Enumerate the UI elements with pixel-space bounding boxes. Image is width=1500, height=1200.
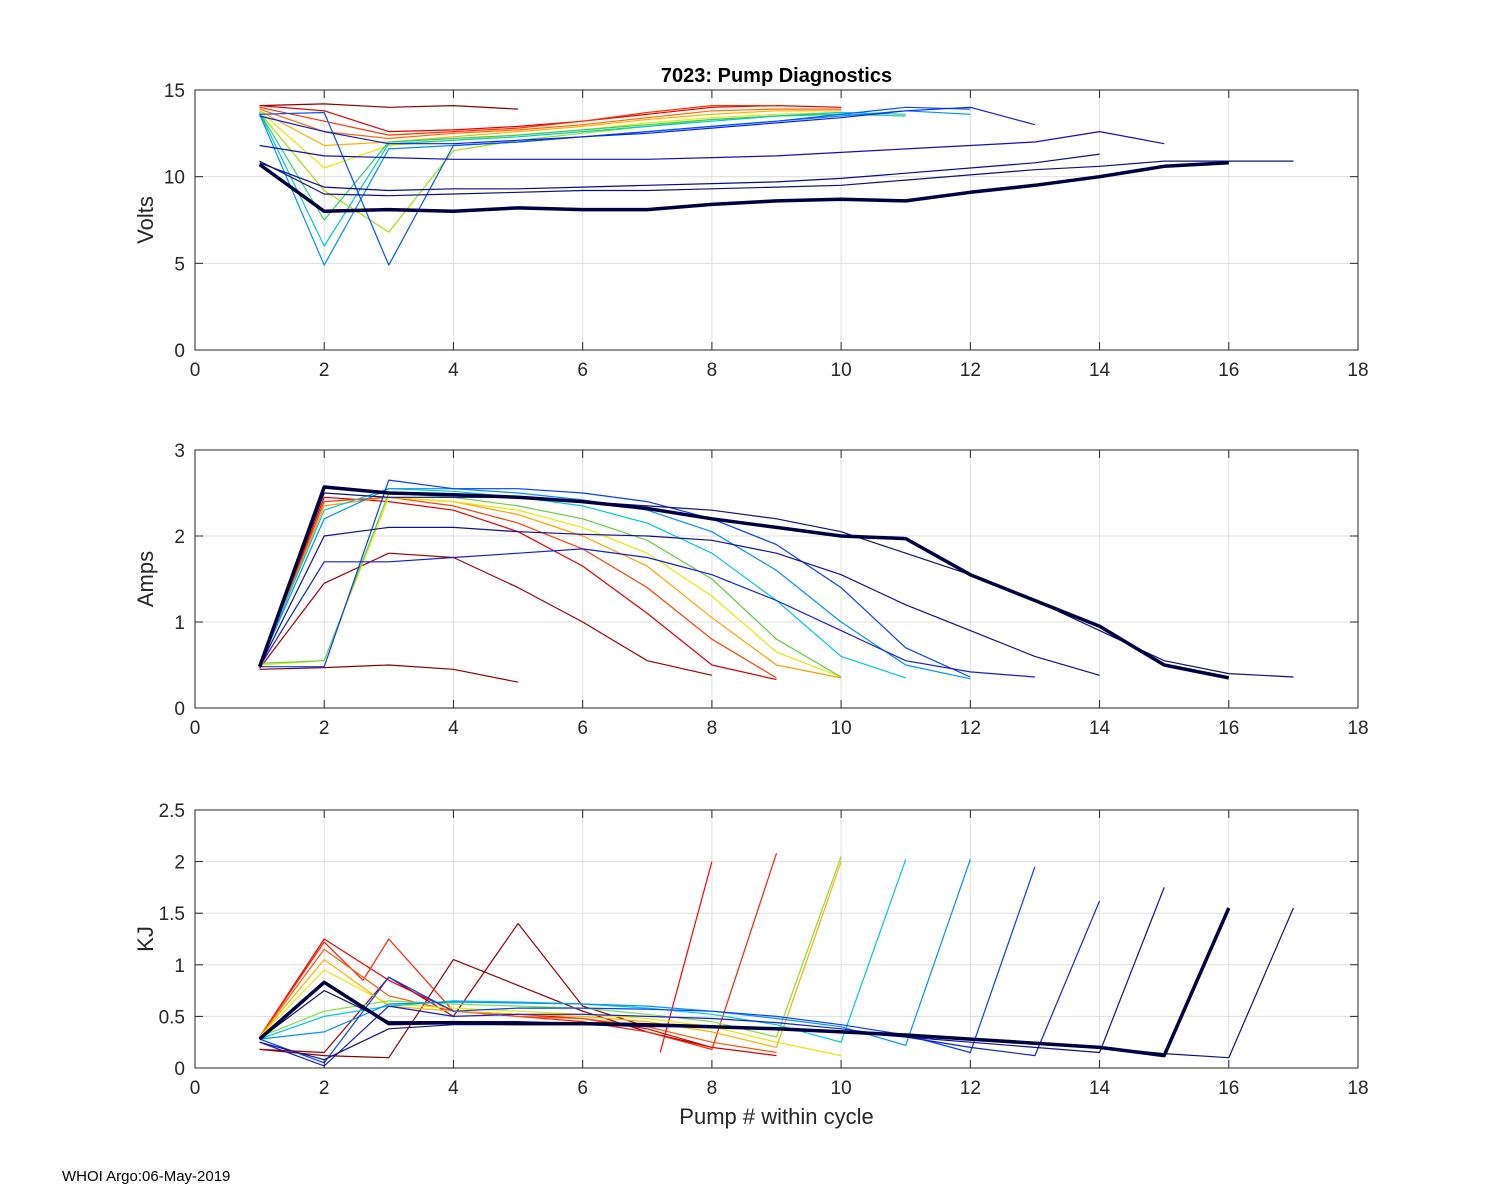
y-tick-label: 2 [174,527,185,548]
x-tick-label: 4 [448,1078,459,1099]
x-tick-label: 16 [1218,1078,1239,1099]
series-line-mid-1 [259,110,842,147]
panel-volts: 0 2 4 6 8 10 12 14 16 18 0 5 10 15 Volts 7023: Pump Dia… [133,65,1369,381]
footer-credit: WHOI Argo:06-May-2019 [62,1168,231,1185]
series-line-mid-2 [259,496,842,678]
series-line-last-bold [258,161,1229,214]
series-line-mid-3 [259,492,842,678]
x-axis-label: Pump # within cycle [679,1104,873,1129]
series-line-early-2 [259,552,713,676]
plot-area [195,90,1358,350]
y-tick-label: 1 [174,956,185,977]
x-tick-label: 10 [831,718,852,739]
y-tick-label: 1 [174,613,185,634]
y-tick-label: 3 [174,441,185,462]
y-axis-label: KJ [133,926,158,952]
x-tick-label: 12 [960,1078,981,1099]
x-tick-label: 2 [319,360,330,381]
series-line-early-4 [259,496,777,679]
y-axis-label: Amps [133,551,158,607]
x-tick-label: 10 [831,1078,852,1099]
y-tick-label: 5 [174,254,185,275]
x-tick-label: 12 [960,718,981,739]
series-group [258,853,1294,1067]
series-line-mid-1 [259,496,842,679]
series-line-last-2 [259,160,1294,197]
y-tick-label: 0 [174,341,185,362]
x-tick-label: 0 [190,718,201,739]
x-tick-label: 14 [1089,1078,1111,1099]
series-line-late-5 [259,131,1165,160]
series-line-last-1 [259,153,1100,192]
y-tick-label: 0.5 [159,1007,185,1028]
x-tick-label: 2 [319,1078,330,1099]
series-line-late-4 [259,548,1035,678]
series-line-last-bold [257,485,1230,680]
x-tick-label: 8 [707,1078,718,1099]
x-tick-label: 8 [707,718,718,739]
series-group [257,479,1294,683]
y-tick-label: 10 [164,168,185,189]
x-tick-label: 16 [1218,718,1239,739]
x-tick-label: 4 [448,360,459,381]
x-tick-label: 18 [1347,718,1368,739]
x-tick-label: 8 [707,360,718,381]
series-line-early-5 [259,948,777,1054]
x-tick-label: 14 [1089,360,1111,381]
y-tick-label: 0 [174,1059,185,1080]
x-tick-label: 0 [190,1078,201,1099]
series-line-early-1 [259,664,519,683]
series-line-early-3 [259,104,777,136]
chart-title: 7023: Pump Diagnostics [661,65,892,87]
x-tick-label: 6 [577,718,588,739]
series-line-early-2 [259,104,842,133]
y-axis-label: Volts [133,196,158,244]
x-tick-label: 16 [1218,360,1239,381]
series-group [258,103,1294,266]
series-line-late-3 [259,479,971,678]
series-line-late-4 [259,106,1036,145]
x-tick-label: 18 [1347,1078,1368,1099]
x-tick-label: 6 [577,1078,588,1099]
x-tick-label: 14 [1089,718,1111,739]
axes-box [194,89,1359,351]
series-line-late-4 [259,900,1101,1067]
axes-box [194,449,1359,709]
series-line-late-5 [259,526,1100,676]
x-tick-label: 6 [577,360,588,381]
y-tick-label: 0 [174,699,185,720]
series-line-early-4 [259,108,842,140]
series-line-mid-2 [259,969,842,1057]
y-tick-label: 1.5 [159,904,185,925]
axes-box [194,809,1359,1069]
series-line-mid-1 [259,861,842,1049]
y-tick-label: 2.5 [159,801,185,822]
series-line-late-1 [259,111,906,247]
x-tick-label: 10 [831,360,852,381]
y-tick-label: 2 [174,853,185,874]
y-tick-label: 15 [164,81,185,102]
series-line-early-1 [259,103,519,110]
x-tick-label: 4 [448,718,459,739]
series-line-late-3 [259,106,971,266]
x-tick-label: 12 [960,360,981,381]
x-tick-label: 2 [319,718,330,739]
x-tick-label: 18 [1347,360,1368,381]
series-line-last-bold [258,907,1231,1058]
panel-kj: 0 2 4 6 8 10 12 14 16 18 0 0.5 1 1.5 2 2.5 KJ Pump # with… [133,801,1369,1129]
x-tick-label: 0 [190,360,201,381]
